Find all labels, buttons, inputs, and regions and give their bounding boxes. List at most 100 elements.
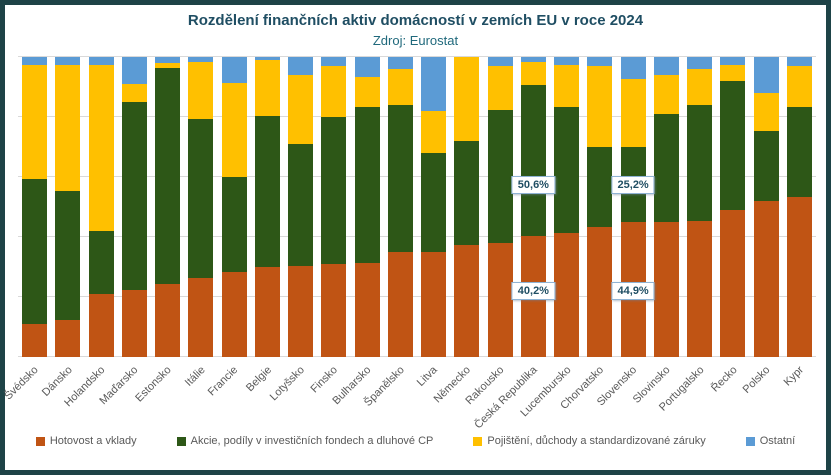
segment: [254, 267, 280, 357]
segment: [188, 118, 214, 278]
segment: [88, 57, 114, 65]
segment: [221, 271, 247, 357]
legend-label: Akcie, podíly v investičních fondech a d…: [190, 435, 434, 447]
segment: [587, 57, 613, 66]
x-label-lotyšsko: Lotyšsko: [267, 364, 308, 404]
segment: [687, 220, 713, 357]
bar-francie: [221, 57, 247, 357]
segment: [88, 294, 114, 357]
segment: [786, 57, 812, 66]
data-label: 25,2%: [611, 175, 655, 194]
bar-slot: [550, 57, 583, 357]
bar-slot: [450, 57, 483, 357]
segment: [221, 177, 247, 272]
segment: [354, 57, 380, 77]
segment: [55, 57, 81, 65]
segment: [321, 57, 347, 66]
segment: [354, 262, 380, 357]
segment: [55, 190, 81, 320]
gridline-60: [18, 176, 816, 177]
bar-slot: [51, 57, 84, 357]
bar-slovensko: [620, 57, 646, 357]
gridline-40: [18, 236, 816, 237]
bar-slot: [317, 57, 350, 357]
segment: [554, 106, 580, 233]
bar-slot: [716, 57, 749, 357]
segment: [687, 69, 713, 105]
data-label: 50,6%: [511, 175, 555, 194]
segment: [22, 57, 48, 65]
plot-area: 50,6% 40,2% 25,2% 44,9%: [18, 56, 816, 357]
segment: [487, 66, 513, 110]
bar-lucembursko: [554, 57, 580, 357]
segment: [55, 64, 81, 191]
bar-kypr: [786, 57, 812, 357]
data-label: 44,9%: [611, 282, 655, 300]
segment: [321, 117, 347, 264]
segment: [421, 153, 447, 252]
segment: [121, 57, 147, 84]
segment: [387, 105, 413, 252]
segment: [254, 115, 280, 267]
bar-dánsko: [55, 57, 81, 357]
bar-slot: [484, 57, 517, 357]
x-label-francie: Francie: [206, 364, 241, 399]
chart-subtitle: Zdroj: Eurostat: [372, 33, 459, 48]
bar-německo: [454, 57, 480, 357]
segment: [254, 60, 280, 116]
gridline-80: [18, 116, 816, 117]
segment: [786, 106, 812, 197]
legend: Hotovost a vklady Akcie, podíly v investi…: [5, 435, 826, 447]
segment: [720, 210, 746, 357]
segment: [188, 57, 214, 62]
segment: [121, 289, 147, 357]
bar-slovinsko: [653, 57, 679, 357]
segment: [22, 178, 48, 324]
x-label-švédsko: Švédsko: [2, 364, 42, 403]
segment: [554, 232, 580, 357]
x-label-belgie: Belgie: [243, 364, 274, 395]
segment: [753, 93, 779, 131]
segment: [155, 63, 181, 68]
segment: [288, 57, 314, 75]
bar-rakousko: [487, 57, 513, 357]
segment: [687, 57, 713, 69]
x-label-litva: Litva: [415, 364, 441, 389]
segment: [155, 57, 181, 63]
segment: [354, 76, 380, 107]
segment: [653, 222, 679, 357]
segment: [487, 109, 513, 243]
bar-slot: [85, 57, 118, 357]
segment: [155, 67, 181, 284]
segment: [188, 61, 214, 119]
bar-slot: [750, 57, 783, 357]
segment: [753, 201, 779, 357]
bar-španělsko: [387, 57, 413, 357]
chart-title: Rozdělení finančních aktiv domácností v …: [187, 12, 644, 29]
bar-slot: [218, 57, 251, 357]
bar-řecko: [720, 57, 746, 357]
segment: [653, 114, 679, 222]
bar-chorvatsko: [587, 57, 613, 357]
segment: [88, 64, 114, 231]
bar-litva: [421, 57, 447, 357]
segment: [587, 147, 613, 227]
segment: [454, 57, 480, 141]
gridline-100: [18, 56, 816, 57]
segment: [421, 57, 447, 111]
bar-česká-republika: [520, 57, 546, 357]
legend-label: Hotovost a vklady: [49, 435, 137, 447]
bars-container: [18, 57, 816, 357]
legend-swatch: [745, 436, 755, 446]
bar-slot: [118, 57, 151, 357]
legend-item: Hotovost a vklady: [35, 435, 137, 447]
segment: [487, 243, 513, 357]
bar-slot: [417, 57, 450, 357]
bar-slot: [617, 57, 650, 357]
bar-slot: [184, 57, 217, 357]
bar-slot: [384, 57, 417, 357]
segment: [55, 319, 81, 357]
segment: [454, 141, 480, 245]
segment: [620, 79, 646, 147]
